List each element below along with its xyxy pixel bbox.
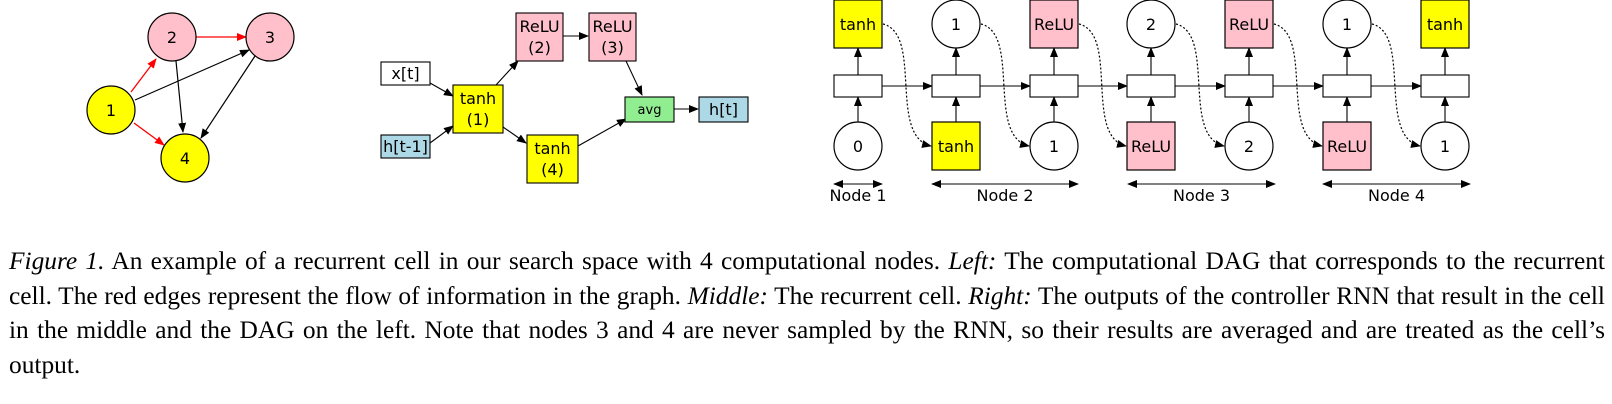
caption-figure-label: Figure 1. — [9, 247, 105, 275]
dag-edge-1-3 — [134, 49, 250, 101]
cell-tanh4-label-line1: tanh — [534, 139, 570, 158]
node-label-4: Node 4 — [1368, 186, 1425, 205]
caption-text-1: An example of a recurrent cell in our se… — [104, 247, 949, 275]
cell-output-box — [698, 96, 749, 123]
feedback-line-6 — [1371, 23, 1421, 148]
rnn-input-4-box — [1126, 121, 1176, 171]
rnn-output-5-box — [1224, 0, 1274, 49]
feedback-line-4 — [1175, 23, 1225, 148]
cell-output-label: h[t] — [709, 100, 738, 119]
dag-node-1-circle — [86, 85, 136, 135]
rnn-output-4-label: 2 — [1146, 15, 1156, 34]
rnn-input-1-label: 0 — [853, 137, 863, 156]
rnn-cell-7 — [1420, 74, 1470, 98]
dag-node-4-label: 4 — [180, 149, 190, 168]
rnn-output-1-box — [833, 0, 883, 49]
rnn-input-1-circle — [833, 121, 883, 171]
caption-text-4: The outputs of the controller RNN that r… — [9, 281, 1605, 379]
dag-node-4-circle — [160, 133, 210, 183]
dag-node-2-circle — [147, 12, 197, 62]
controller-rnn: tanh 0 1 tanh ReLU 1 2 ReLU ReLU 2 1 ReLU tanh 1 Node … — [829, 0, 1471, 205]
rnn-input-7-label: 1 — [1440, 137, 1450, 156]
cell-relu3-label-line1: ReLU — [592, 17, 632, 36]
node-label-2: Node 2 — [976, 186, 1033, 205]
cell-edge-tanh1-tanh4 — [502, 126, 527, 144]
rnn-input-3-label: 1 — [1049, 137, 1059, 156]
cell-relu2-box — [515, 12, 564, 62]
cell-relu3-label-line2: (3) — [601, 38, 624, 57]
caption-left-label: Left: — [948, 247, 997, 275]
rnn-output-5-label: ReLU — [1229, 15, 1269, 34]
cell-tanh1-label-line1: tanh — [460, 89, 496, 108]
dag-node-3-circle — [245, 12, 295, 62]
cell-x-input-label: x[t] — [391, 64, 419, 83]
cell-x-input-box — [380, 61, 431, 86]
dag-node-3-label: 3 — [265, 28, 275, 47]
cell-relu2-label-line1: ReLU — [519, 17, 559, 36]
cell-edge-tanh4-avg — [577, 118, 627, 147]
rnn-input-5-circle — [1224, 121, 1274, 171]
rnn-output-2-label: 1 — [951, 15, 961, 34]
left-dag: 1 2 3 4 — [86, 12, 295, 183]
caption-right-label: Right: — [968, 281, 1032, 310]
cell-edge-h-tanh1 — [429, 125, 454, 144]
cell-tanh1-label-line2: (1) — [467, 110, 490, 129]
feedback-line-2 — [980, 23, 1030, 148]
caption-text-3: The recurrent cell. — [767, 281, 969, 310]
rnn-cell-3 — [1029, 74, 1079, 98]
cell-edge-x-tanh1 — [429, 82, 454, 97]
caption-text-2: The computational DAG that corresponds t… — [9, 247, 1605, 310]
feedback-line-3 — [1078, 23, 1127, 148]
rnn-output-6-label: 1 — [1342, 15, 1352, 34]
dag-edge-2-4 — [175, 60, 187, 133]
rnn-output-6-circle — [1322, 0, 1372, 49]
node-label-3: Node 3 — [1173, 186, 1230, 205]
rnn-input-2-box — [931, 121, 981, 171]
cell-relu2-label-line2: (2) — [528, 38, 551, 57]
rnn-output-2-circle — [931, 0, 981, 49]
rnn-cell-1 — [833, 74, 883, 98]
rnn-cell-2 — [931, 74, 981, 98]
rnn-input-6-label: ReLU — [1327, 137, 1367, 156]
rnn-output-7-label: tanh — [1427, 15, 1463, 34]
figure-caption: Figure 1. An example of a recurrent cell… — [9, 244, 1605, 382]
rnn-cell-6 — [1322, 74, 1372, 98]
cell-h-input-label: h[t-1] — [383, 137, 428, 156]
cell-h-input-box — [380, 134, 431, 159]
rnn-output-3-box — [1029, 0, 1079, 49]
cell-tanh4-box — [526, 134, 579, 184]
node-label-1: Node 1 — [829, 186, 886, 205]
cell-avg-label: avg — [638, 103, 662, 118]
rnn-input-4-label: ReLU — [1131, 137, 1171, 156]
rnn-input-2-label: tanh — [938, 137, 974, 156]
feedback-line-5 — [1273, 23, 1323, 148]
dag-edge-1-2 — [130, 58, 157, 93]
rnn-input-7-circle — [1420, 121, 1470, 171]
rnn-output-7-box — [1420, 0, 1470, 49]
dag-edge-3-4 — [200, 55, 256, 139]
rnn-input-6-box — [1322, 121, 1372, 171]
feedback-line-1 — [882, 23, 932, 148]
dag-node-2-label: 2 — [167, 28, 177, 47]
cell-tanh1-box — [452, 84, 504, 134]
rnn-input-3-circle — [1029, 121, 1079, 171]
rnn-cell-5 — [1224, 74, 1274, 98]
dag-node-1-label: 1 — [106, 101, 116, 120]
cell-tanh4-label-line2: (4) — [541, 160, 564, 179]
rnn-cell-4 — [1126, 74, 1176, 98]
caption-middle-label: Middle: — [687, 281, 768, 310]
rnn-input-5-label: 2 — [1244, 137, 1254, 156]
recurrent-cell: x[t] h[t-1] tanh (1) ReLU (2) ReLU (3) t… — [380, 12, 749, 184]
rnn-output-3-label: ReLU — [1034, 15, 1074, 34]
cell-relu3-box — [588, 12, 637, 62]
cell-avg-box — [624, 96, 675, 123]
rnn-output-4-circle — [1126, 0, 1176, 49]
cell-edge-tanh1-relu2 — [495, 60, 519, 86]
dag-edge-1-4 — [133, 122, 165, 146]
rnn-output-1-label: tanh — [840, 15, 876, 34]
cell-edge-relu3-avg — [625, 60, 643, 96]
